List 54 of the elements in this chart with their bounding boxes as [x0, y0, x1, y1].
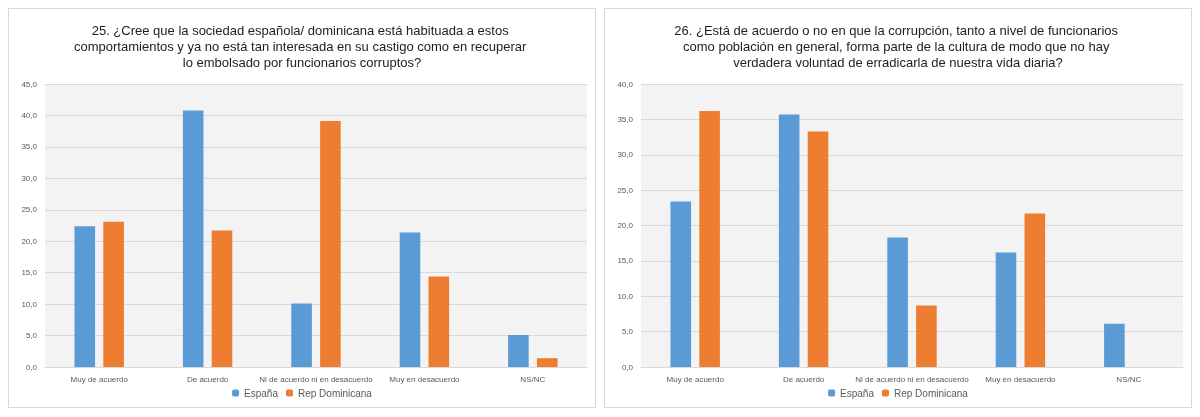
chart-title: 25. ¿Cree que la sociedad española/ dominicana está habituada a estos comportamientos y ya no está tan interesada en su castigo como en recuperar lo embolsado por funcionarios corruptos?	[74, 22, 530, 70]
bar	[103, 221, 124, 367]
y-tick-label: 35,0	[617, 114, 634, 124]
y-tick-label: 5,0	[621, 327, 634, 337]
bar	[320, 121, 341, 367]
y-tick-label: 0,0	[621, 362, 634, 372]
bar	[778, 114, 800, 367]
y-tick-label: 10,0	[617, 291, 634, 301]
y-tick-label: 30,0	[617, 150, 634, 160]
bar	[916, 305, 937, 367]
bar	[211, 230, 233, 367]
y-tick-label: 15,0	[21, 268, 38, 278]
y-tick-label: 10,0	[21, 299, 38, 309]
x-tick-label: Ni de acuerdo ni en desacuerdo	[855, 374, 970, 384]
y-tick-label: 20,0	[617, 221, 634, 230]
bar	[995, 252, 1017, 367]
bar	[74, 226, 96, 367]
y-tick-label: 40,0	[617, 79, 634, 89]
y-tick-label: 25,0	[617, 185, 634, 195]
bar	[887, 237, 908, 367]
x-tick-label: De acuerdo	[186, 374, 229, 384]
x-tick-label: Ni de acuerdo ni en desacuerdo	[259, 374, 374, 384]
x-tick-label: Muy en desacuerdo	[389, 374, 461, 384]
legend-label: Rep Dominicana	[298, 387, 373, 399]
legend-label: Rep Dominicana	[894, 387, 969, 399]
chart-title: 26. ¿Está de acuerdo o no en que la corrupción, tanto a nivel de funcionarios como población en general, forma parte de la cultura de modo que no hay verdadera voluntad de erradicarla de nuestra vida diaria?	[674, 22, 1122, 70]
x-tick-label: Muy de acuerdo	[666, 374, 725, 384]
y-tick-label: 25,0	[21, 205, 38, 215]
bar	[807, 131, 829, 367]
x-tick-label: De acuerdo	[782, 374, 825, 384]
x-tick-label: Muy en desacuerdo	[985, 374, 1057, 384]
y-tick-label: 0,0	[25, 362, 38, 372]
x-tick-label: NS/NC	[520, 374, 546, 384]
y-tick-label: 20,0	[21, 236, 38, 246]
bar	[1104, 323, 1125, 367]
legend-label: España	[244, 387, 279, 399]
bar	[428, 276, 450, 367]
bar	[670, 201, 692, 367]
bar	[536, 358, 558, 367]
legend-label: España	[840, 387, 875, 399]
y-tick-label: 35,0	[21, 142, 38, 152]
bar	[291, 303, 312, 367]
y-tick-label: 40,0	[21, 110, 38, 120]
x-tick-label: Muy de acuerdo	[70, 374, 129, 384]
x-tick-label: NS/NC	[1116, 374, 1142, 384]
bar	[1024, 213, 1046, 367]
bar	[399, 232, 421, 367]
y-tick-label: 30,0	[21, 173, 38, 183]
y-tick-label: 15,0	[617, 256, 634, 266]
bar	[699, 110, 720, 367]
bar	[182, 110, 204, 367]
y-tick-label: 5,0	[25, 331, 38, 341]
y-tick-label: 45,0	[21, 79, 38, 89]
bar	[508, 334, 529, 367]
